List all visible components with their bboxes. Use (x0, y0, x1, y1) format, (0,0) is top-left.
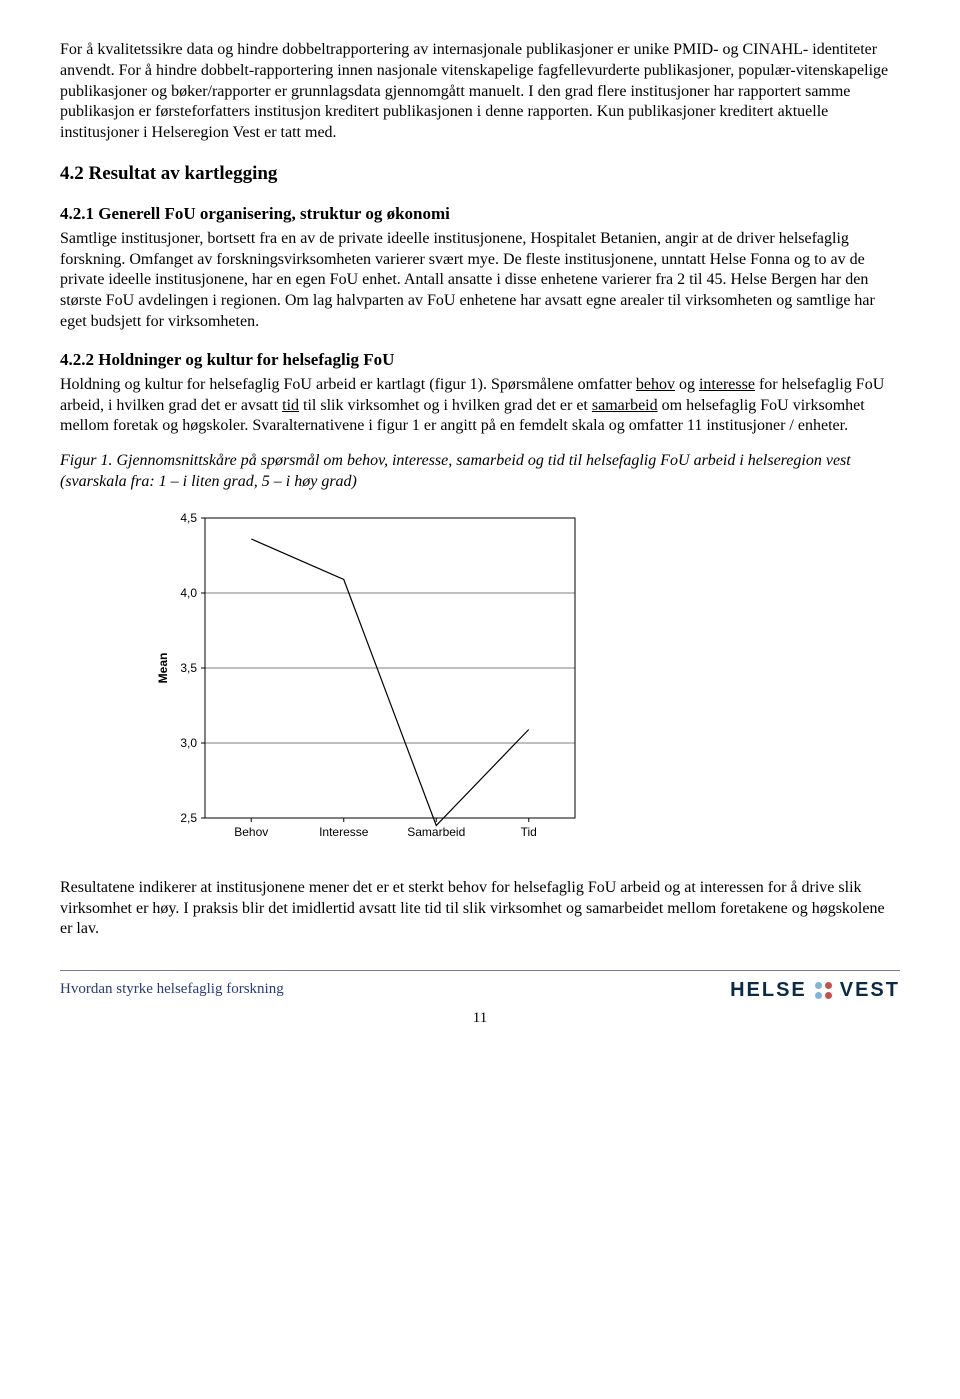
svg-text:Behov: Behov (234, 825, 268, 839)
paragraph-4-2-1: Samtlige institusjoner, bortsett fra en … (60, 229, 900, 333)
svg-text:Interesse: Interesse (319, 825, 369, 839)
figure-1-chart: 2,5 3,0 3,5 4,0 4,5 Behov Interesse Samarbeid Ti… (150, 503, 900, 858)
underline-behov: behov (636, 376, 675, 393)
helse-vest-logo: HELSE VEST (730, 977, 900, 1003)
logo-text-right: VEST (840, 977, 900, 1003)
svg-text:Mean: Mean (156, 652, 170, 683)
page-number: 11 (60, 1009, 900, 1029)
svg-text:Tid: Tid (521, 825, 537, 839)
intro-paragraph: For å kvalitetssikre data og hindre dobb… (60, 40, 900, 144)
footer-title: Hvordan styrke helsefaglig forskning (60, 980, 284, 1000)
result-paragraph: Resultatene indikerer at institusjonene … (60, 878, 900, 940)
page-footer: Hvordan styrke helsefaglig forskning HEL… (60, 970, 900, 1003)
svg-text:4,0: 4,0 (180, 586, 197, 600)
paragraph-4-2-2: Holdning og kultur for helsefaglig FoU a… (60, 375, 900, 437)
heading-4-2-1: 4.2.1 Generell FoU organisering, struktu… (60, 203, 900, 225)
underline-tid: tid (282, 397, 299, 414)
figure-caption: Figur 1. Gjennomsnittskåre på spørsmål o… (60, 451, 900, 493)
svg-text:3,0: 3,0 (180, 736, 197, 750)
line-chart-svg: 2,5 3,0 3,5 4,0 4,5 Behov Interesse Samarbeid Ti… (150, 503, 595, 858)
heading-4-2-2: 4.2.2 Holdninger og kultur for helsefagl… (60, 349, 900, 371)
logo-dots-icon (815, 982, 832, 999)
logo-text-left: HELSE (730, 977, 807, 1003)
underline-interesse: interesse (699, 376, 755, 393)
heading-4-2: 4.2 Resultat av kartlegging (60, 162, 900, 187)
svg-text:2,5: 2,5 (180, 811, 197, 825)
svg-text:3,5: 3,5 (180, 661, 197, 675)
underline-samarbeid: samarbeid (592, 397, 658, 414)
svg-text:4,5: 4,5 (180, 511, 197, 525)
svg-text:Samarbeid: Samarbeid (407, 825, 465, 839)
